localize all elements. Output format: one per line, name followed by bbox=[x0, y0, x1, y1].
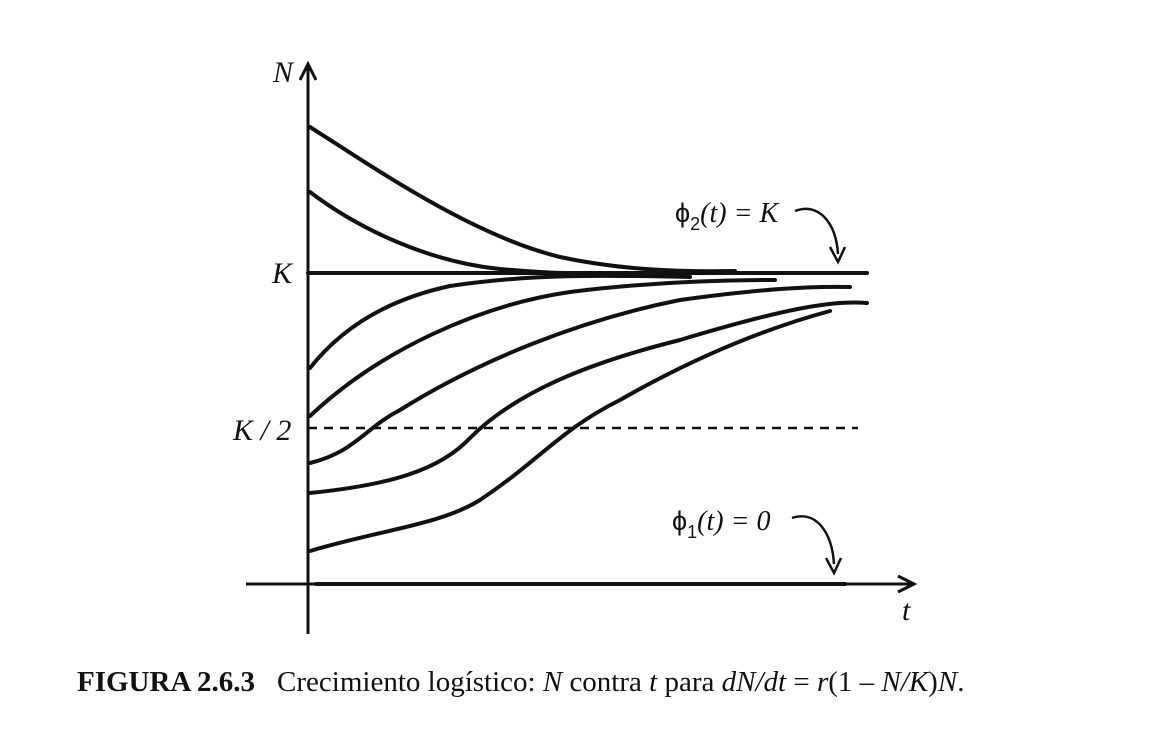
caption-text: Crecimiento logístico: N contra t para d… bbox=[277, 666, 965, 698]
figure-caption: FIGURA 2.6.3 Crecimiento logístico: N con… bbox=[77, 666, 964, 699]
solution-curve-crossing-1 bbox=[308, 284, 852, 465]
x-axis-arrowhead bbox=[897, 574, 918, 594]
k-half-tick-label: K / 2 bbox=[232, 414, 291, 447]
solution-curve-between-2 bbox=[308, 278, 777, 418]
solution-curve-above-k-high bbox=[308, 125, 737, 274]
solution-curve-crossing-3 bbox=[308, 309, 832, 553]
solution-curve-crossing-2 bbox=[308, 300, 869, 495]
solution-curve-between-1 bbox=[308, 273, 692, 370]
phi1-arrowhead bbox=[824, 557, 843, 576]
phi1-arrow bbox=[791, 515, 836, 565]
y-axis-arrowhead bbox=[298, 60, 318, 81]
phi2-arrowhead bbox=[828, 246, 847, 265]
solution-curve-above-k-low bbox=[308, 190, 567, 275]
y-axis-label: N bbox=[272, 56, 295, 89]
figure-number: FIGURA 2.6.3 bbox=[77, 666, 256, 698]
phi2-arrow bbox=[794, 207, 840, 255]
k-tick-label: K bbox=[271, 257, 294, 290]
x-axis-label: t bbox=[902, 594, 911, 627]
phi2-label: ϕ2(t) = K bbox=[675, 198, 779, 234]
phi1-label: ϕ1(t) = 0 bbox=[672, 506, 770, 542]
